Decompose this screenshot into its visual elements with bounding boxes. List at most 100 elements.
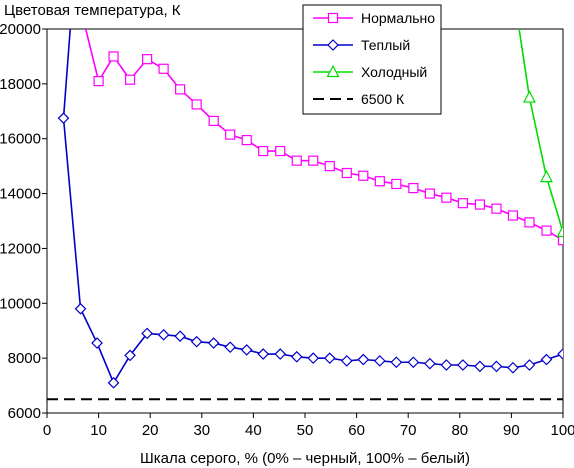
- series-0-point-10: [241, 134, 252, 146]
- series-0-point-2: [108, 51, 119, 62]
- series-0-point-17: [358, 170, 369, 181]
- series-0-point-4: [142, 54, 153, 65]
- legend-box: [302, 4, 442, 115]
- series-2: [518, 29, 563, 238]
- series-0-point-1: [93, 76, 104, 87]
- series-0-point-28: [541, 225, 552, 236]
- series-0-point-21: [424, 188, 435, 199]
- series-1-point-10: [207, 337, 220, 349]
- series-0-point-29: [557, 235, 563, 246]
- series-1-point-3: [91, 337, 103, 349]
- series-1-point-1: [57, 112, 70, 124]
- x-tick-label-90: 90: [503, 422, 520, 439]
- series-1-point-16: [307, 352, 320, 364]
- series-0-point-19: [391, 178, 402, 190]
- series-1-point-5: [124, 349, 136, 362]
- legend-marker-1: [327, 39, 339, 51]
- y-axis-title: Цветовая температура, К: [4, 2, 181, 19]
- series-0-point-3: [124, 74, 136, 85]
- legend-label-2: Холодный: [361, 64, 427, 80]
- series-line-2: [518, 29, 563, 233]
- series-1-point-18: [340, 355, 353, 367]
- series-1-point-4: [107, 376, 120, 389]
- series-1-point-9: [190, 335, 203, 348]
- series-1-point-6: [141, 327, 153, 340]
- series-0-point-27: [524, 217, 535, 228]
- series-1-point-24: [440, 359, 453, 371]
- x-tick-label-40: 40: [245, 422, 262, 439]
- series-0-point-22: [441, 192, 452, 203]
- series-1-point-20: [373, 355, 386, 367]
- legend-label-1: Теплый: [361, 37, 410, 53]
- y-tick-label-16000: 16000: [0, 131, 41, 148]
- series-0-point-13: [291, 155, 302, 166]
- series-0-point-8: [208, 115, 219, 126]
- series-1-point-31: [557, 348, 563, 360]
- series-0-point-15: [324, 161, 335, 172]
- series-2-point-3: [556, 224, 563, 238]
- series-1: [57, 29, 563, 389]
- series-0-point-25: [491, 203, 502, 214]
- series-1-point-26: [474, 360, 486, 373]
- series-2-point-1: [522, 90, 536, 103]
- series-1-point-28: [507, 361, 519, 374]
- legend-marker-2: [326, 64, 340, 78]
- legend-label-0: Нормально: [361, 10, 435, 26]
- x-tick-label-70: 70: [400, 422, 417, 439]
- y-tick-label-20000: 20000: [0, 21, 41, 38]
- series-0-point-12: [275, 145, 286, 157]
- series-0-point-6: [175, 84, 186, 95]
- series-0-point-16: [341, 167, 352, 179]
- plot-area: 0 10 20 30 40 50 60 70 80 90 100 6000 8000 10000 12000…: [0, 21, 574, 439]
- series-1-point-21: [390, 356, 403, 369]
- series-1-point-27: [490, 360, 503, 373]
- series-1-point-15: [290, 350, 303, 363]
- x-tick-label-10: 10: [90, 422, 107, 439]
- series-0-point-11: [258, 145, 269, 157]
- series-1-point-22: [407, 356, 420, 369]
- series-1-point-14: [274, 348, 287, 360]
- series-0: [84, 29, 563, 246]
- y-tick-label-18000: 18000: [0, 76, 41, 93]
- x-tick-label-20: 20: [142, 422, 159, 439]
- series-1-point-2: [74, 302, 87, 315]
- series-1-point-19: [357, 353, 370, 366]
- series-1-point-25: [457, 359, 469, 371]
- series-0-point-18: [374, 176, 385, 187]
- series-0-point-14: [308, 155, 319, 166]
- series-2-point-2: [539, 169, 553, 183]
- series-1-point-23: [424, 357, 436, 370]
- x-tick-label-80: 80: [451, 422, 468, 439]
- x-tick-label-0: 0: [43, 422, 51, 439]
- series-1-point-8: [174, 330, 186, 343]
- y-tick-label-10000: 10000: [0, 295, 41, 312]
- series-1-point-7: [157, 328, 170, 341]
- series-1-point-11: [224, 341, 237, 354]
- series-0-point-7: [191, 99, 202, 110]
- series-0-point-23: [457, 198, 468, 209]
- series-1-point-30: [540, 353, 553, 366]
- series-0-point-24: [474, 199, 486, 210]
- y-tick-label-6000: 6000: [8, 405, 41, 422]
- series-1-point-17: [323, 352, 336, 364]
- x-tick-label-30: 30: [193, 422, 210, 439]
- legend-marker-0: [327, 12, 339, 24]
- y-tick-label-12000: 12000: [0, 240, 41, 257]
- y-tick-label-14000: 14000: [0, 186, 41, 203]
- series-0-point-9: [225, 129, 236, 140]
- series-1-point-29: [523, 359, 536, 371]
- series-1-point-13: [257, 348, 270, 360]
- x-tick-label-60: 60: [348, 422, 365, 439]
- legend-label-3: 6500 К: [361, 91, 405, 107]
- y-tick-label-8000: 8000: [8, 350, 41, 367]
- x-tick-label-100: 100: [550, 422, 574, 439]
- series-0-point-5: [158, 63, 169, 74]
- series-0-point-26: [507, 210, 519, 221]
- series-0-point-20: [408, 182, 419, 194]
- legend: Нормально Теплый Холодный 6500 К: [302, 4, 442, 115]
- x-axis-title: Шкала серого, % (0% – черный, 100% – бел…: [140, 450, 470, 467]
- x-tick-label-50: 50: [297, 422, 314, 439]
- series-1-point-12: [240, 344, 253, 356]
